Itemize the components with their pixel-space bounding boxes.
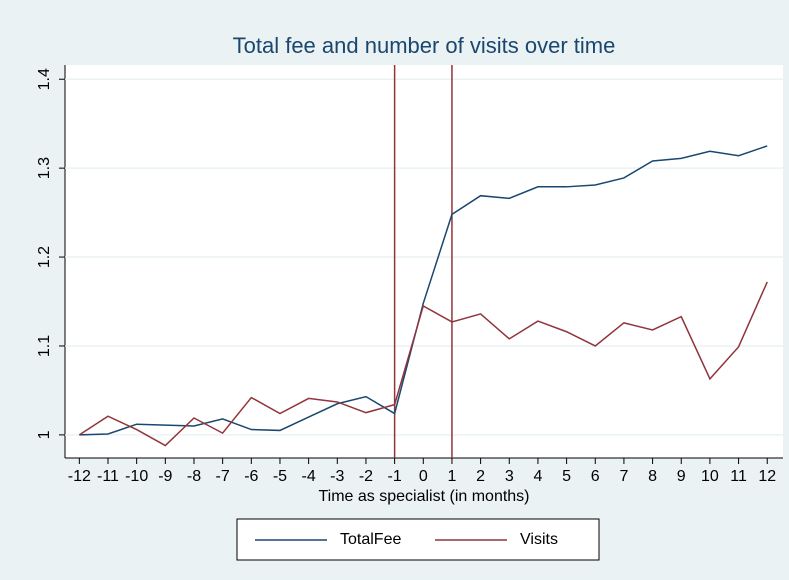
x-tick-label: -11	[97, 468, 119, 485]
plot-area	[65, 65, 783, 458]
x-tick-label: -9	[158, 468, 172, 485]
y-tick-label: 1.1	[36, 335, 53, 357]
y-tick-label: 1	[36, 430, 53, 439]
x-tick-label: 3	[505, 468, 514, 485]
x-tick-label: 12	[758, 468, 776, 485]
series-line	[78, 281, 768, 447]
x-tick-label: 7	[619, 468, 628, 485]
y-tick-label: 1.2	[36, 246, 53, 268]
x-tick-label: -3	[330, 468, 344, 485]
x-tick-label: -7	[216, 468, 230, 485]
chart-title: Total fee and number of visits over time	[233, 33, 616, 58]
x-tick-label: 11	[730, 468, 747, 485]
x-tick-label: 8	[648, 468, 657, 485]
series-line	[79, 145, 768, 436]
x-tick-label: 10	[701, 468, 719, 485]
x-tick-label: -10	[125, 468, 148, 485]
x-tick-label: -12	[68, 468, 91, 485]
x-tick-label: -6	[244, 468, 258, 485]
x-tick-label: 6	[591, 468, 600, 485]
x-tick-label: 5	[562, 468, 571, 485]
x-axis-label: Time as specialist (in months)	[318, 488, 529, 505]
x-tick-label: -5	[273, 468, 287, 485]
legend-label: TotalFee	[340, 531, 401, 548]
x-tick-label: 2	[476, 468, 485, 485]
y-tick-label: 1.4	[36, 68, 53, 90]
x-tick-label: 9	[677, 468, 686, 485]
x-tick-label: 1	[447, 468, 456, 485]
x-tick-label: -8	[187, 468, 201, 485]
x-tick-label: -1	[388, 468, 402, 485]
x-tick-label: -2	[359, 468, 373, 485]
x-tick-label: 4	[533, 468, 542, 485]
x-tick-label: 0	[419, 468, 428, 485]
legend-label: Visits	[520, 531, 558, 548]
x-tick-label: -4	[302, 468, 316, 485]
y-tick-label: 1.3	[36, 157, 53, 179]
